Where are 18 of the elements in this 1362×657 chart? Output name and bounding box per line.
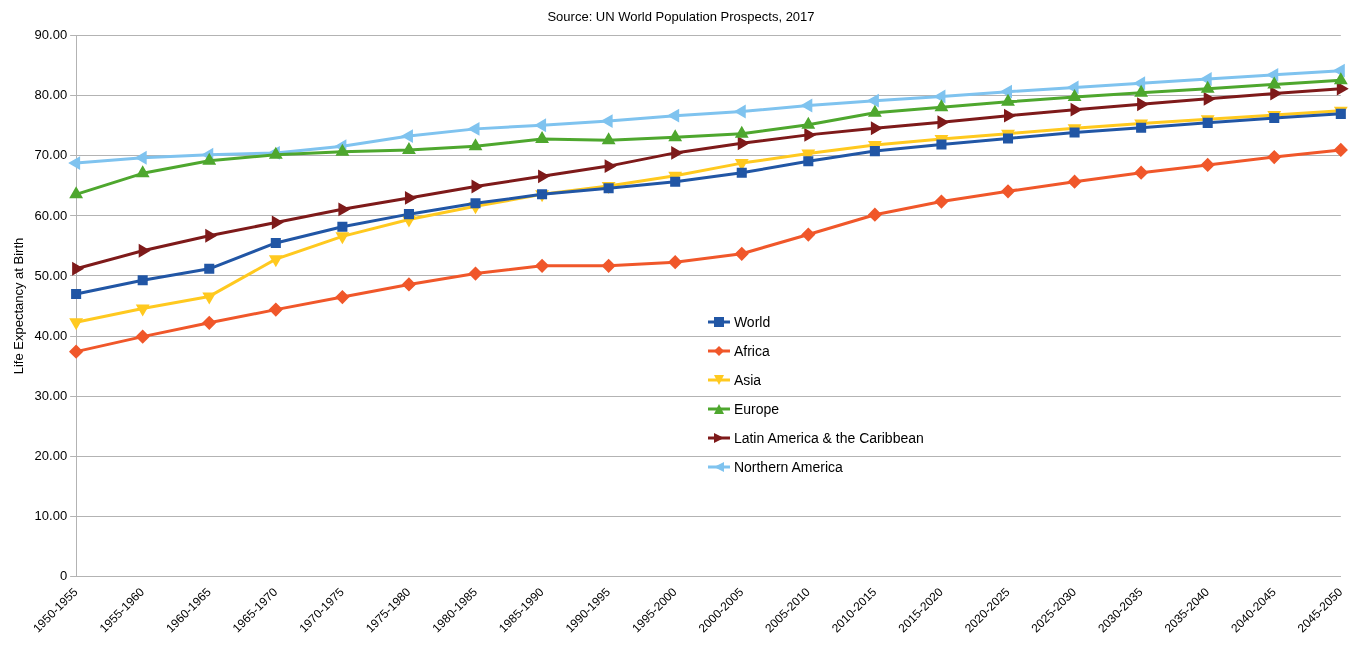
source-note: Source: UN World Population Prospects, 2017: [546, 8, 816, 25]
y-tick-label: 40.00: [34, 327, 68, 343]
legend-label: World: [733, 313, 771, 330]
y-tick-label: 10.00: [34, 507, 68, 523]
y-tick-label: 20.00: [34, 447, 68, 463]
y-tick-label: 80.00: [34, 87, 68, 103]
legend-label: Latin America & the Caribbean: [733, 429, 924, 446]
legend-label: Africa: [733, 342, 770, 359]
y-tick-label: 30.00: [34, 387, 68, 403]
y-tick-label: 60.00: [34, 207, 68, 223]
y-axis-title: Life Expectancy at Birth: [11, 237, 27, 375]
y-tick-label: 0: [59, 567, 68, 583]
y-tick-label: 70.00: [34, 147, 68, 163]
legend-label: Asia: [733, 371, 762, 388]
y-tick-label: 90.00: [34, 27, 68, 43]
legend-label: Northern America: [733, 458, 843, 475]
y-tick-label: 50.00: [34, 267, 68, 283]
legend-label: Europe: [733, 400, 780, 417]
